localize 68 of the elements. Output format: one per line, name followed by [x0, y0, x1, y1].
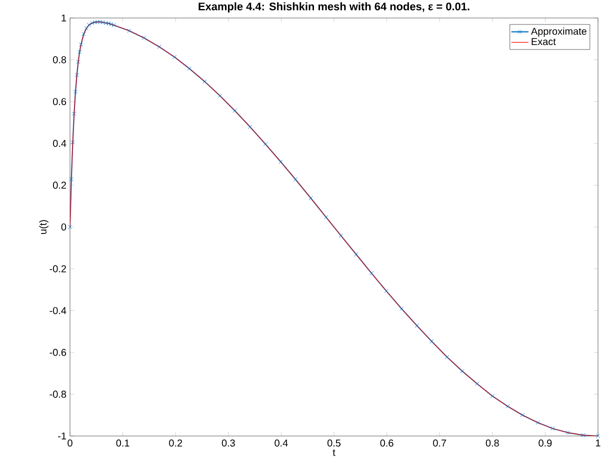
point — [338, 233, 343, 238]
point — [187, 66, 192, 71]
point — [86, 22, 92, 27]
point — [293, 177, 298, 182]
point — [536, 420, 540, 425]
y-tick-label: -0.6 — [50, 348, 66, 356]
point — [78, 42, 84, 47]
point — [78, 50, 82, 54]
y-tick-label: -0.2 — [50, 265, 66, 272]
point — [581, 433, 586, 438]
point — [157, 44, 162, 49]
x-axis-title: t — [332, 449, 336, 456]
y-tick-label: 0.2 — [53, 182, 66, 189]
point — [202, 79, 207, 84]
x-tick-label: 0.9 — [538, 440, 552, 447]
point — [82, 32, 86, 36]
y-tick-label: -1 — [58, 432, 66, 440]
point — [430, 339, 434, 344]
point — [142, 36, 146, 40]
point — [76, 60, 80, 64]
point — [232, 108, 237, 113]
point — [73, 90, 78, 94]
point — [218, 94, 222, 98]
x-tick-label: 0.5 — [327, 440, 341, 447]
point — [384, 288, 388, 294]
legend-label: Approximate — [530, 27, 586, 37]
y-tick-label: 1 — [62, 14, 66, 22]
point — [84, 26, 88, 31]
x-tick-label: 0.3 — [222, 440, 235, 447]
x-tick-label: 0.2 — [169, 440, 182, 447]
chart-title: Example 4.4: Shishkin mesh with 64 nodes, ε = 0.01. — [198, 2, 470, 12]
point — [475, 382, 480, 386]
x-tick-label: 0 — [68, 440, 72, 447]
point — [70, 140, 75, 144]
point — [414, 324, 419, 328]
point — [74, 72, 79, 78]
point — [566, 430, 570, 435]
x-tick-label: 0.7 — [433, 440, 446, 447]
y-tick-label: 0 — [61, 223, 66, 231]
point — [278, 160, 283, 164]
point — [248, 124, 252, 129]
x-tick-label: 0.4 — [274, 440, 288, 447]
y-tick-label: 0.4 — [53, 140, 66, 147]
legend-label: Exact — [532, 38, 556, 46]
x-tick-label: 1 — [596, 440, 600, 446]
x-tick-label: 0.1 — [116, 440, 130, 447]
point — [127, 28, 132, 33]
point — [172, 55, 177, 60]
y-tick-label: -0.8 — [50, 390, 66, 398]
point — [369, 271, 374, 276]
point — [69, 177, 74, 182]
point — [520, 413, 525, 418]
y-tick-label: 0.8 — [53, 56, 66, 64]
y-tick-label: 0.6 — [53, 98, 66, 106]
point — [354, 252, 358, 256]
point — [550, 426, 555, 431]
x-tick-label: 0.8 — [486, 440, 499, 447]
point — [490, 394, 494, 398]
point — [72, 112, 76, 116]
point — [263, 142, 268, 146]
y-tick-label: -0.4 — [50, 307, 66, 314]
y-axis-title: u(t) — [39, 220, 48, 234]
point — [460, 369, 464, 374]
point — [400, 306, 404, 311]
point — [308, 196, 313, 200]
point — [506, 404, 510, 408]
point — [324, 215, 328, 220]
x-tick-label: 0.6 — [380, 440, 394, 447]
